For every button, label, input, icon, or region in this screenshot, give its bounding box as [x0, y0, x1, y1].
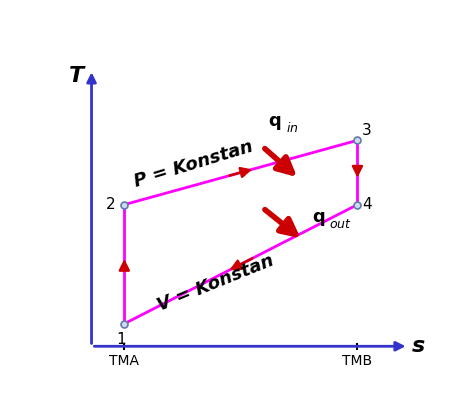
Text: $\mathit{out}$: $\mathit{out}$ — [329, 219, 352, 232]
Text: T: T — [69, 66, 84, 86]
Text: P = Konstan: P = Konstan — [132, 138, 255, 191]
Text: s: s — [412, 336, 425, 356]
Text: TMB: TMB — [342, 354, 373, 368]
Text: $\mathbf{q}$: $\mathbf{q}$ — [312, 210, 325, 228]
Text: 1: 1 — [116, 332, 125, 347]
Text: 2: 2 — [106, 197, 115, 212]
Text: 3: 3 — [362, 123, 372, 138]
Text: $\mathbf{q}$: $\mathbf{q}$ — [268, 114, 282, 132]
Text: TMA: TMA — [110, 354, 139, 368]
Text: $\mathit{in}$: $\mathit{in}$ — [286, 121, 298, 135]
Text: 4: 4 — [362, 197, 372, 212]
Text: V = Konstan: V = Konstan — [155, 252, 276, 315]
